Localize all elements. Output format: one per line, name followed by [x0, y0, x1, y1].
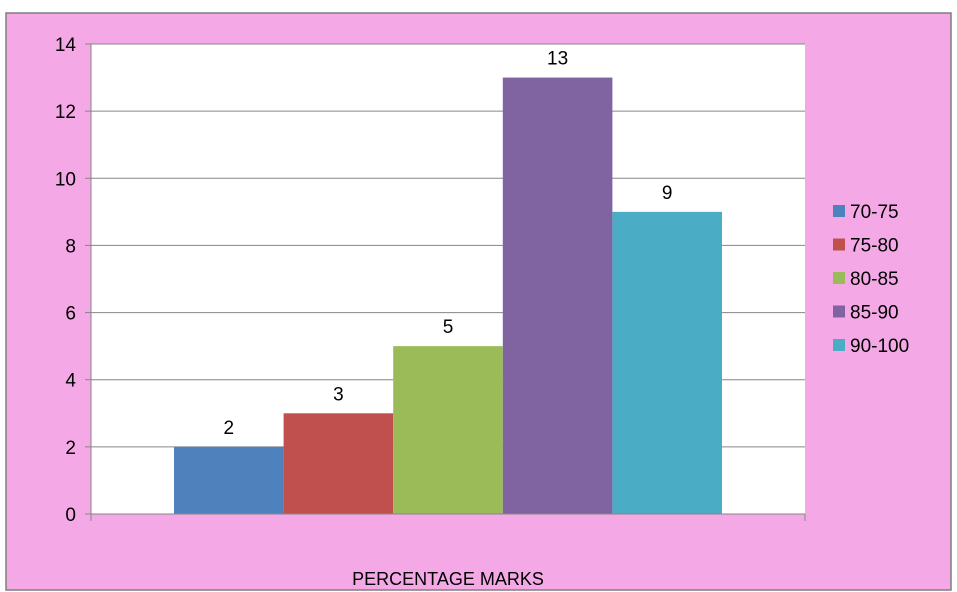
x-axis [90, 513, 806, 521]
y-tick-label: 4 [65, 371, 76, 392]
bar-90-100 [612, 211, 722, 514]
bar-80-85 [393, 346, 503, 514]
legend-swatch-75-80 [833, 238, 845, 251]
legend-label-70-75: 70-75 [850, 202, 899, 223]
data-label-70-75: 2 [224, 418, 235, 439]
y-tick-label: 2 [65, 438, 76, 459]
data-label-75-80: 3 [333, 384, 344, 405]
legend-label-75-80: 75-80 [850, 236, 899, 257]
data-label-85-90: 13 [547, 49, 568, 70]
data-label-80-85: 5 [443, 317, 454, 338]
legend-label-90-100: 90-100 [850, 336, 909, 357]
y-tick-label: 0 [65, 505, 76, 526]
bars [174, 77, 722, 515]
data-labels: 2 3 5 13 9 [224, 49, 673, 439]
legend-swatch-80-85 [833, 272, 845, 284]
legend-swatch-85-90 [833, 305, 845, 318]
y-tick-label: 14 [55, 35, 77, 56]
y-tick-label: 6 [65, 304, 76, 325]
legend: 70-75 75-80 80-85 85-90 90-100 [833, 202, 909, 357]
y-tick-label: 8 [65, 236, 76, 257]
bar-75-80 [283, 413, 394, 514]
y-axis: 0 2 4 6 8 10 12 14 [55, 35, 92, 526]
y-tick-label: 12 [55, 102, 76, 123]
x-axis-title: PERCENTAGE MARKS [352, 569, 544, 589]
data-label-90-100: 9 [662, 183, 673, 204]
bar-70-75 [174, 446, 284, 514]
bar-85-90 [502, 77, 613, 515]
y-tick-label: 10 [55, 169, 76, 190]
legend-label-80-85: 80-85 [850, 269, 899, 290]
legend-label-85-90: 85-90 [850, 303, 899, 324]
legend-swatch-70-75 [833, 205, 845, 217]
legend-swatch-90-100 [833, 339, 845, 351]
